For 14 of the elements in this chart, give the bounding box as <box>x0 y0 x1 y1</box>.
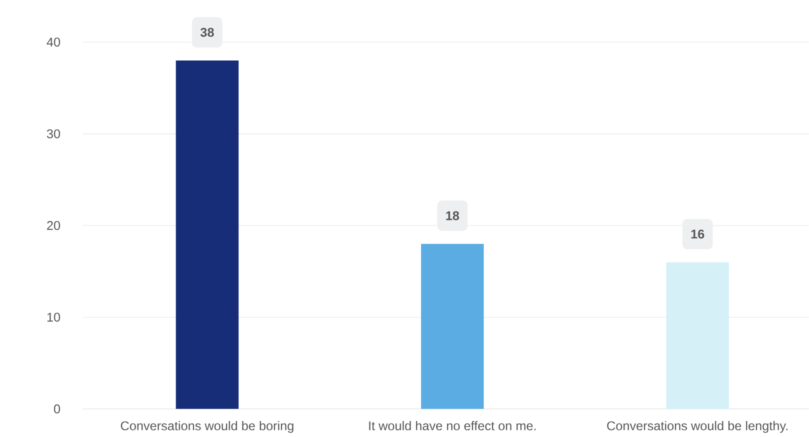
bar <box>421 244 484 409</box>
x-tick-label: Conversations would be boring <box>120 420 294 433</box>
y-tick-label: 20 <box>47 220 60 230</box>
x-tick-label: Conversations would be lengthy. <box>607 420 788 433</box>
y-tick-label: 30 <box>46 129 60 138</box>
x-tick-label: It would have no effect on me. <box>369 420 536 430</box>
data-label: 18 <box>446 211 460 220</box>
data-label: 16 <box>691 230 704 238</box>
bar <box>176 60 239 409</box>
bar <box>666 262 729 409</box>
data-label: 38 <box>200 28 214 37</box>
y-tick-label: 0 <box>54 404 60 414</box>
y-tick-label: 40 <box>46 38 60 47</box>
y-tick-label: 10 <box>47 312 60 322</box>
